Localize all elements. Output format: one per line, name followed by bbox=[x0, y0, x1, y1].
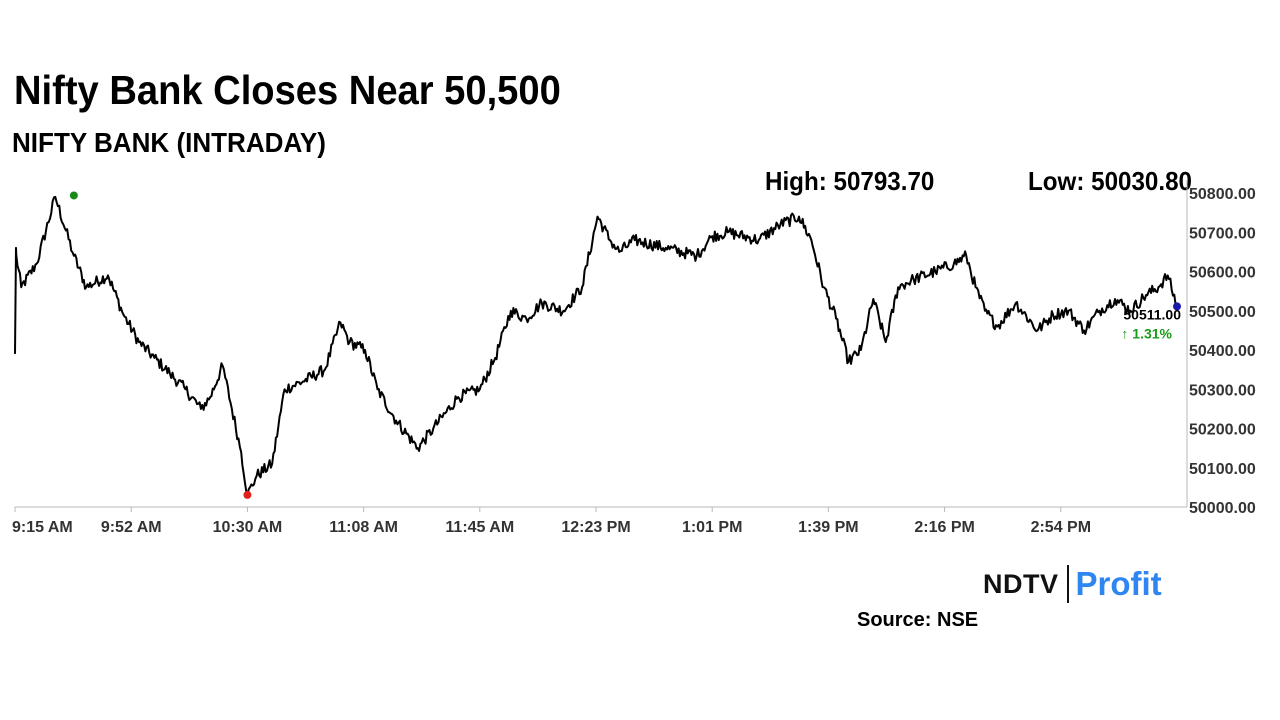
last-price-label: 50511.00 bbox=[1123, 306, 1181, 322]
logo-divider bbox=[1066, 565, 1069, 603]
x-tick-label: 1:39 PM bbox=[798, 519, 858, 536]
high-stat: High: 50793.70 bbox=[765, 166, 935, 196]
y-tick-label: 50300.00 bbox=[1189, 382, 1256, 399]
logo-text-ndtv: NDTV bbox=[983, 568, 1059, 599]
x-axis-ticks: 9:15 AM 9:52 AM 10:30 AM 11:08 AM 11:45 AM 12… bbox=[12, 507, 1091, 536]
x-tick-label: 1:01 PM bbox=[682, 519, 742, 536]
x-tick-label: 9:52 AM bbox=[101, 519, 162, 536]
y-tick-label: 50700.00 bbox=[1189, 225, 1256, 242]
low-point-marker bbox=[243, 490, 252, 499]
change-percent-label: ↑ 1.31% bbox=[1121, 325, 1172, 341]
high-point-marker bbox=[69, 191, 78, 200]
y-tick-label: 50600.00 bbox=[1189, 265, 1256, 282]
y-tick-label: 50500.00 bbox=[1189, 304, 1256, 321]
chart-subtitle: NIFTY BANK (INTRADAY) bbox=[12, 127, 326, 158]
x-tick-label: 11:08 AM bbox=[329, 519, 398, 536]
x-tick-label: 12:23 PM bbox=[561, 519, 630, 536]
ndtv-profit-logo: NDTV Profit bbox=[983, 562, 1162, 606]
source-note: Source: NSE bbox=[857, 609, 979, 631]
x-tick-label: 2:54 PM bbox=[1031, 519, 1091, 536]
x-tick-label: 11:45 AM bbox=[445, 519, 514, 536]
series-line-nifty-bank bbox=[14, 195, 1178, 497]
y-tick-label: 50400.00 bbox=[1189, 343, 1256, 360]
logo-text-profit: Profit bbox=[1075, 565, 1162, 602]
x-tick-label: 10:30 AM bbox=[213, 519, 283, 536]
y-tick-label: 50200.00 bbox=[1189, 422, 1256, 439]
low-stat: Low: 50030.80 bbox=[1028, 166, 1192, 196]
last-point-marker bbox=[1173, 302, 1181, 311]
chart-title: Nifty Bank Closes Near 50,500 bbox=[14, 67, 561, 113]
y-tick-label: 50800.00 bbox=[1189, 186, 1256, 203]
y-axis-ticks: 50800.00 50700.00 50600.00 50500.00 50400.00… bbox=[1189, 186, 1256, 517]
x-tick-label: 9:15 AM bbox=[12, 519, 73, 536]
y-tick-label: 50000.00 bbox=[1189, 500, 1256, 517]
x-tick-label: 2:16 PM bbox=[914, 519, 974, 536]
y-tick-label: 50100.00 bbox=[1189, 461, 1256, 478]
